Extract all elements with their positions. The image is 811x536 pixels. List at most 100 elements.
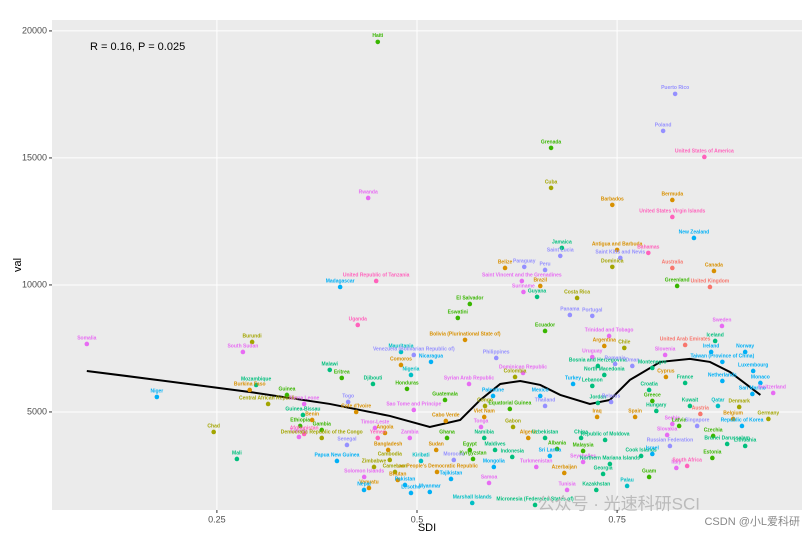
point: [253, 382, 259, 388]
point-label: Estonia: [703, 449, 721, 455]
point: [570, 381, 576, 387]
point-label: Canada: [705, 262, 723, 268]
point: [411, 407, 417, 413]
point-label: United States Virgin Islands: [639, 208, 705, 214]
point: [493, 355, 499, 361]
point: [638, 453, 644, 459]
point: [559, 245, 565, 251]
point-label: Jamaica: [552, 239, 572, 245]
point-label: Jordan: [590, 394, 607, 400]
point-label: Lesotho: [401, 484, 420, 490]
point: [766, 416, 771, 422]
point: [708, 349, 714, 355]
point-label: Sao Tome and Principe: [386, 401, 441, 407]
point-label: Timor-Leste: [361, 419, 390, 425]
point-label: Syrian Arab Republic: [444, 375, 495, 381]
point: [296, 434, 302, 440]
point-label: Netherlands: [708, 372, 737, 378]
point: [408, 490, 414, 496]
x-axis-title: SDI: [418, 522, 436, 534]
point: [632, 414, 638, 420]
point: [712, 338, 718, 344]
point-label: Monaco: [751, 374, 770, 380]
point: [682, 342, 688, 348]
point-label: Czechia: [704, 427, 723, 433]
point-label: Yemen: [370, 429, 386, 435]
y-tick-label: 5000: [27, 406, 47, 416]
y-axis-title: val: [12, 258, 24, 272]
point-label: Kuwait: [682, 397, 699, 403]
point-label: Uruguay: [582, 348, 603, 354]
point: [344, 442, 350, 448]
point: [444, 435, 450, 441]
point-label: Greenland: [665, 277, 690, 283]
point: [309, 417, 315, 423]
point: [702, 154, 707, 160]
point-label: Comoros: [390, 356, 412, 362]
point-label: Uzbekistan: [532, 429, 558, 435]
point: [319, 435, 325, 441]
point: [601, 372, 607, 378]
point: [608, 399, 614, 405]
point: [650, 398, 655, 404]
point-label: Bermuda: [661, 191, 683, 197]
point: [561, 470, 567, 476]
fit-line: [86, 357, 761, 428]
point-label: Kazakhstan: [582, 481, 610, 487]
point-label: Ghana: [439, 429, 455, 435]
point-label: Paraguay: [513, 258, 536, 264]
point: [507, 406, 513, 412]
point: [370, 381, 376, 387]
point-label: Viet Nam: [474, 408, 496, 414]
point-label: Azerbaijan: [552, 464, 577, 470]
watermark: CSDN @小L爱科研: [704, 514, 800, 528]
point-label: Palestine: [482, 387, 504, 393]
point-label: Namibia: [475, 429, 495, 435]
point: [467, 447, 473, 453]
point-label: Slovenia: [655, 346, 676, 352]
point-label: Algeria: [520, 429, 537, 435]
point: [724, 441, 730, 447]
point: [407, 435, 413, 441]
point-label: Pakistan: [395, 476, 416, 482]
point-label: Colombia: [504, 368, 527, 374]
point-label: Cameroon: [383, 463, 408, 469]
point: [698, 411, 703, 417]
point-label: Belarus: [602, 393, 621, 399]
point: [670, 214, 675, 220]
point-label: Lebanon: [582, 377, 603, 383]
point: [542, 267, 548, 273]
point: [720, 359, 725, 365]
point-label: Mexico: [532, 387, 549, 393]
point: [676, 423, 682, 429]
point-label: Hungary: [646, 402, 667, 408]
point: [337, 284, 343, 290]
point-label: Saint Vincent and the Grenadines: [482, 272, 562, 278]
point-label: Uganda: [349, 316, 368, 322]
point-label: Haiti: [372, 33, 383, 39]
point-label: Ireland: [703, 343, 719, 349]
point: [742, 443, 748, 449]
x-tick-label: 0.25: [208, 514, 226, 524]
point: [542, 403, 548, 409]
point-label: Saint Kitts and Nevis: [595, 249, 645, 255]
point: [589, 383, 595, 389]
point: [589, 354, 595, 360]
point-label: Eritrea: [334, 369, 350, 375]
point: [525, 435, 531, 441]
point: [355, 322, 361, 328]
point-label: Norway: [736, 343, 754, 349]
point: [612, 361, 618, 367]
point: [451, 457, 457, 463]
point-label: Tonga: [474, 418, 489, 424]
point: [537, 393, 543, 399]
point-label: Tunisia: [559, 481, 576, 487]
point: [532, 502, 538, 508]
point: [428, 359, 434, 365]
point: [557, 253, 563, 259]
point-label: Sudan: [429, 441, 444, 447]
point: [595, 363, 601, 369]
point-label: Denmark: [728, 398, 750, 404]
point: [542, 435, 548, 441]
